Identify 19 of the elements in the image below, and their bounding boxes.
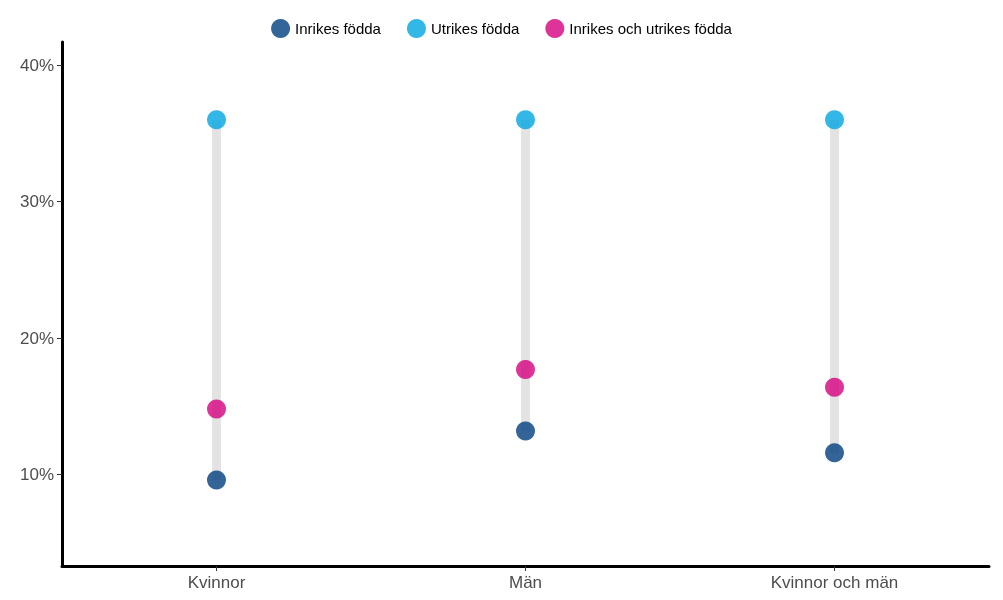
point [825,110,844,130]
point [825,443,844,463]
point [207,110,226,130]
y-tick-label: 30% [19,192,54,212]
legend-label: Inrikes och utrikes födda [569,20,733,37]
legend-label: Utrikes födda [430,20,520,37]
point [516,360,535,379]
point [207,399,226,419]
y-tick-label: 40% [19,55,54,75]
point [516,421,535,441]
legend-label: Inrikes födda [295,20,382,37]
point [207,470,226,490]
x-tick-label: Män [508,573,543,592]
y-tick-label: 20% [19,328,54,348]
point [825,377,844,397]
y-tick-label: 10% [19,465,54,485]
point [516,110,535,130]
x-tick-label: Kvinnor [187,573,246,592]
x-tick-label: Kvinnor och män [770,573,899,592]
